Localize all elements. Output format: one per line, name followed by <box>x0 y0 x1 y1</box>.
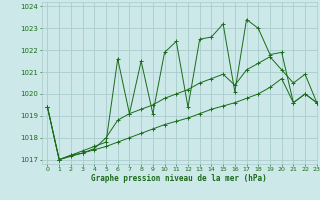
X-axis label: Graphe pression niveau de la mer (hPa): Graphe pression niveau de la mer (hPa) <box>91 174 267 183</box>
